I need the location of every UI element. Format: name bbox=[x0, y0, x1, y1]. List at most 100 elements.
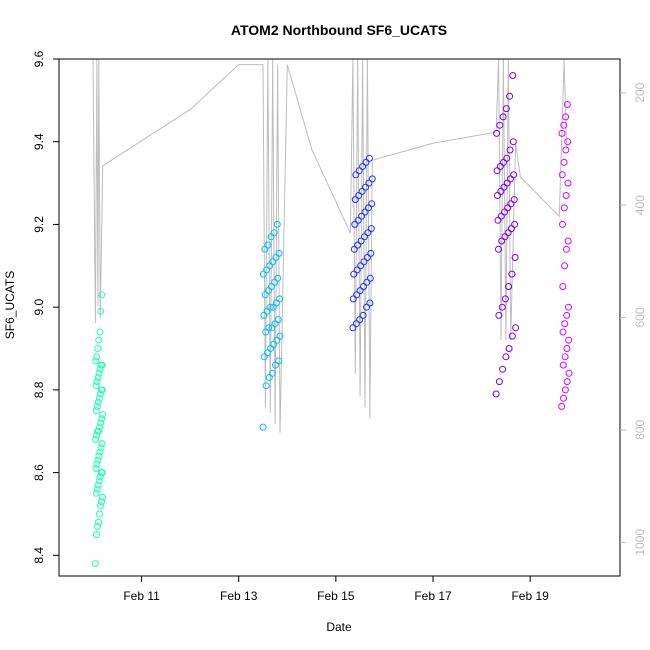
y-tick-label: 9.2 bbox=[32, 216, 46, 233]
data-point bbox=[92, 489, 100, 497]
data-point bbox=[92, 465, 100, 472]
data-point bbox=[561, 320, 569, 328]
data-point bbox=[508, 332, 516, 340]
data-point bbox=[95, 477, 103, 485]
series-3 bbox=[349, 154, 376, 332]
data-point bbox=[510, 196, 518, 204]
data-point bbox=[97, 502, 104, 510]
data-point bbox=[500, 158, 507, 166]
data-point bbox=[366, 274, 374, 282]
data-point bbox=[363, 303, 370, 311]
data-point bbox=[359, 163, 367, 170]
data-points bbox=[91, 72, 573, 568]
data-point bbox=[505, 345, 513, 352]
data-point bbox=[96, 328, 104, 336]
y-right-tick-label: 200 bbox=[633, 82, 647, 102]
x-axis: Feb 11 Feb 13 Feb 15 Feb 17 Feb 19 bbox=[123, 576, 549, 603]
data-point bbox=[350, 245, 358, 253]
data-point bbox=[91, 560, 99, 568]
data-point bbox=[365, 154, 373, 162]
data-point bbox=[361, 208, 369, 216]
data-point bbox=[506, 92, 514, 100]
data-point bbox=[495, 378, 503, 386]
data-point bbox=[561, 262, 569, 270]
data-point bbox=[95, 394, 103, 402]
data-point bbox=[259, 270, 267, 278]
data-point bbox=[98, 440, 106, 448]
data-point bbox=[98, 498, 105, 506]
data-point bbox=[497, 187, 505, 195]
series-5 bbox=[558, 101, 573, 410]
data-point bbox=[96, 473, 104, 481]
data-point bbox=[98, 361, 106, 369]
data-point bbox=[356, 316, 364, 324]
data-point bbox=[261, 291, 269, 299]
data-point bbox=[355, 192, 363, 199]
data-point bbox=[353, 291, 361, 299]
y-tick-label: 9.6 bbox=[32, 50, 46, 67]
data-point bbox=[560, 158, 568, 166]
y-tick-label: 8.8 bbox=[32, 381, 46, 398]
data-point bbox=[558, 129, 566, 137]
data-point bbox=[561, 386, 569, 394]
data-point bbox=[559, 283, 567, 290]
data-point bbox=[559, 220, 566, 228]
data-point bbox=[559, 328, 567, 336]
data-point bbox=[355, 167, 363, 175]
data-point bbox=[349, 295, 357, 303]
data-point bbox=[493, 129, 501, 137]
data-point bbox=[560, 121, 568, 129]
data-point bbox=[349, 324, 357, 332]
data-point bbox=[565, 369, 573, 377]
data-point bbox=[99, 493, 107, 501]
data-point bbox=[364, 204, 372, 212]
data-point bbox=[562, 245, 570, 253]
data-point bbox=[260, 353, 268, 361]
data-point bbox=[360, 258, 368, 266]
data-point bbox=[275, 357, 283, 365]
data-point bbox=[496, 121, 504, 129]
data-point bbox=[94, 345, 102, 352]
chart-title: ATOM2 Northbound SF6_UCATS bbox=[231, 22, 447, 38]
data-point bbox=[562, 192, 570, 199]
data-point bbox=[274, 274, 282, 282]
data-point bbox=[98, 386, 106, 394]
data-point bbox=[352, 320, 360, 328]
data-point bbox=[368, 175, 376, 183]
data-point bbox=[269, 258, 277, 266]
data-point bbox=[97, 419, 105, 427]
data-point bbox=[276, 332, 284, 340]
pressure-line bbox=[92, 58, 568, 433]
data-point bbox=[94, 374, 102, 381]
data-point bbox=[93, 378, 101, 386]
data-point bbox=[94, 522, 101, 530]
data-point bbox=[495, 245, 502, 253]
data-point bbox=[351, 196, 359, 204]
data-point bbox=[359, 311, 367, 319]
data-point bbox=[501, 295, 509, 303]
data-point bbox=[98, 415, 106, 423]
data-point bbox=[95, 518, 102, 526]
data-point bbox=[358, 187, 366, 195]
data-point bbox=[99, 411, 107, 419]
x-tick-label: Feb 15 bbox=[317, 589, 355, 603]
data-point bbox=[96, 390, 104, 398]
y-right-tick-label: 1000 bbox=[633, 529, 647, 556]
data-point bbox=[271, 320, 279, 328]
x-tick-label: Feb 17 bbox=[414, 589, 452, 603]
data-point bbox=[92, 382, 100, 390]
y-tick-label: 9.4 bbox=[32, 133, 46, 150]
data-point bbox=[95, 427, 103, 435]
data-point bbox=[353, 266, 361, 274]
data-point bbox=[560, 204, 568, 212]
y-axis-label: SF6_UCATS bbox=[3, 271, 17, 339]
series-4 bbox=[492, 72, 520, 398]
data-point bbox=[352, 171, 360, 179]
data-point bbox=[95, 336, 103, 344]
data-point bbox=[558, 171, 566, 179]
data-point bbox=[265, 374, 273, 381]
data-point bbox=[96, 510, 103, 518]
data-point bbox=[351, 220, 359, 228]
data-point bbox=[357, 262, 365, 270]
